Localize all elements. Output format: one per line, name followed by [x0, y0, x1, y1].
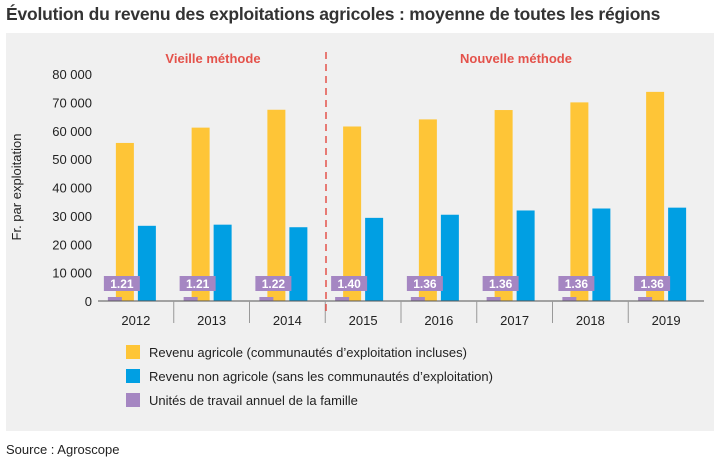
unites-travail-label: 1.36: [489, 277, 513, 291]
x-tick-label: 2013: [197, 313, 226, 328]
unites-travail-label: 1.21: [110, 277, 134, 291]
bar-unites-travail: [410, 297, 425, 301]
unites-travail-label: 1.36: [565, 277, 589, 291]
bar-revenu-non-agricole: [592, 208, 611, 301]
chart-title: Évolution du revenu des exploitations ag…: [6, 4, 661, 24]
y-tick-label: 80 000: [52, 67, 92, 82]
unites-travail-label: 1.36: [413, 277, 437, 291]
source-note: Source : Agroscope: [6, 442, 120, 457]
bar-revenu-non-agricole: [289, 227, 308, 301]
y-tick-label: 20 000: [52, 237, 92, 252]
unites-travail-badge: [255, 276, 292, 291]
unites-travail-label: 1.21: [186, 277, 210, 291]
bar-unites-travail: [638, 297, 653, 301]
y-tick-label: 50 000: [52, 152, 92, 167]
bar-revenu-agricole: [191, 127, 210, 301]
y-tick-label: 10 000: [52, 266, 92, 281]
bar-unites-travail: [486, 297, 501, 301]
unites-travail-badge: [634, 276, 671, 291]
bar-revenu-agricole: [570, 102, 589, 301]
bar-unites-travail: [335, 297, 350, 301]
legend-label: Revenu agricole (communautés d’exploitat…: [149, 345, 467, 360]
x-tick-label: 2017: [500, 313, 529, 328]
x-tick-label: 2019: [652, 313, 681, 328]
y-tick-label: 60 000: [52, 124, 92, 139]
bar-revenu-agricole: [418, 119, 437, 302]
unites-travail-badge: [406, 276, 443, 291]
bar-unites-travail: [562, 297, 577, 301]
legend-label: Revenu non agricole (sans les communauté…: [149, 369, 493, 384]
unites-travail-label: 1.22: [262, 277, 286, 291]
y-axis-label: Fr. par exploitation: [9, 134, 24, 241]
bar-revenu-agricole: [115, 142, 134, 301]
bar-unites-travail: [259, 297, 274, 301]
x-axis: 2012 2013 2014 2015 2016 2017 2018 2019: [98, 300, 704, 328]
x-tick-label: 2012: [121, 313, 150, 328]
y-tick-label: 40 000: [52, 181, 92, 196]
bar-revenu-agricole: [646, 91, 665, 301]
bar-revenu-agricole: [494, 110, 513, 301]
unites-travail-label: 1.36: [640, 277, 664, 291]
bar-revenu-non-agricole: [137, 225, 156, 301]
old-method-label: Vieille méthode: [165, 51, 260, 66]
unites-travail-badge: [558, 276, 595, 291]
bar-revenu-non-agricole: [365, 217, 384, 301]
bar-revenu-agricole: [267, 109, 286, 301]
unites-travail-badge: [331, 276, 368, 291]
y-tick-label: 30 000: [52, 209, 92, 224]
legend-swatch: [126, 345, 140, 359]
bar-revenu-non-agricole: [440, 214, 459, 301]
y-axis: 0 10 000 20 000 30 000 40 000 50 000 60 000 70 …: [52, 67, 92, 309]
bar-unites-travail: [107, 297, 122, 301]
new-method-label: Nouvelle méthode: [460, 51, 572, 66]
bar-revenu-non-agricole: [516, 210, 535, 301]
unites-travail-badge: [482, 276, 519, 291]
x-tick-label: 2015: [349, 313, 378, 328]
x-tick-label: 2014: [273, 313, 302, 328]
bar-revenu-agricole: [343, 126, 362, 302]
unites-travail-badge: [103, 276, 140, 291]
legend-label: Unités de travail annuel de la famille: [149, 393, 358, 408]
x-tick-label: 2018: [576, 313, 605, 328]
legend-swatch: [126, 393, 140, 407]
bar-revenu-non-agricole: [668, 207, 687, 301]
legend-swatch: [126, 369, 140, 383]
unites-travail-label: 1.40: [337, 277, 361, 291]
y-tick-label: 0: [85, 294, 92, 309]
legend: Revenu agricole (communautés d’exploitat…: [126, 345, 493, 408]
unites-travail-badge: [179, 276, 216, 291]
bars: 1.21 1.21 1.22 1.40 1.36 1.36 1.36 1.36: [103, 91, 687, 302]
bar-unites-travail: [183, 297, 198, 301]
x-tick-label: 2016: [424, 313, 453, 328]
bar-revenu-non-agricole: [213, 224, 232, 301]
y-tick-label: 70 000: [52, 95, 92, 110]
